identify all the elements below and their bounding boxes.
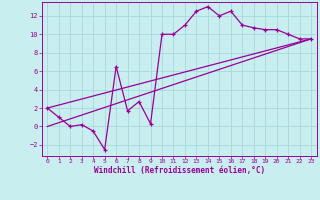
X-axis label: Windchill (Refroidissement éolien,°C): Windchill (Refroidissement éolien,°C) [94, 166, 265, 175]
